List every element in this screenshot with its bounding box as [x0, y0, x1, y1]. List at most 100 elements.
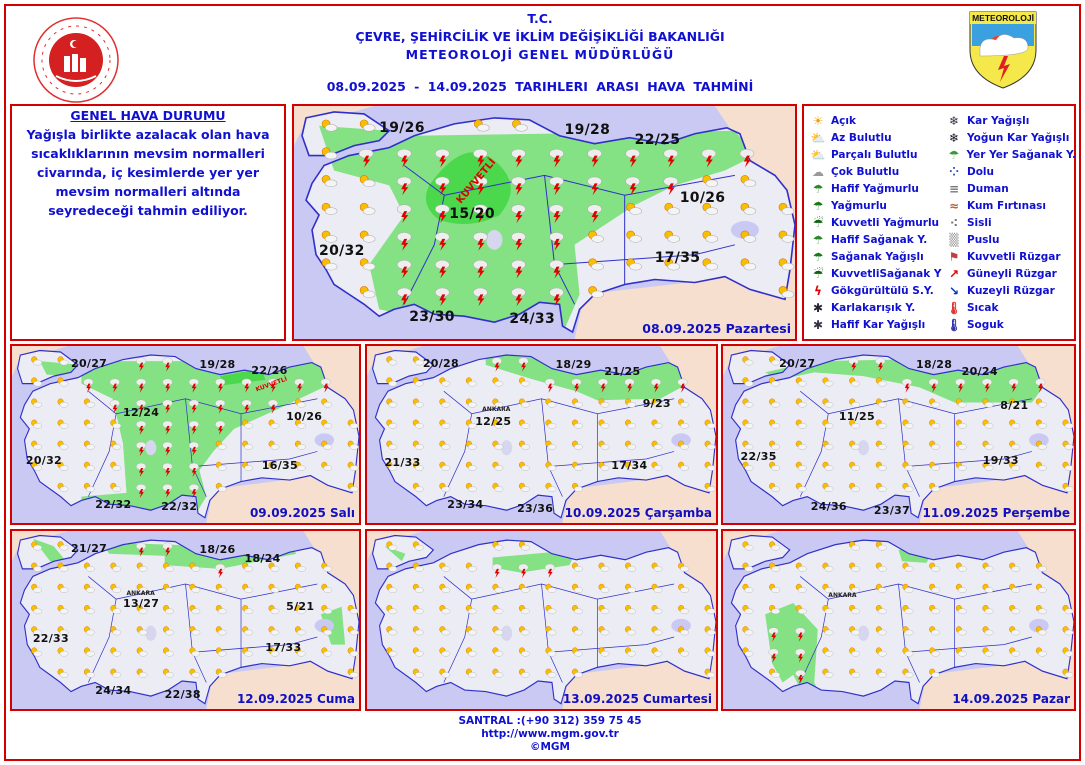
thunderstorm-icon — [165, 489, 171, 499]
cloud-icon — [627, 423, 636, 429]
cloud-icon — [59, 423, 69, 429]
temp-label: 10/26 — [679, 189, 726, 206]
thunderstorm-icon — [591, 155, 599, 168]
cloud-icon — [270, 587, 280, 593]
legend-label: Kuzeyli Rüzgar — [967, 284, 1055, 297]
cloud-icon — [851, 650, 861, 657]
cloud-icon — [349, 608, 359, 615]
map-canvas — [723, 346, 1074, 523]
lake-van — [1029, 618, 1049, 633]
cloud-icon — [414, 650, 424, 657]
cloud-icon — [797, 608, 807, 615]
legend-item: ϟ Gökgürültülü S.Y. — [810, 282, 946, 299]
cloud-icon — [771, 608, 781, 615]
legend-item: ⁖ Sisli — [946, 214, 1076, 231]
cloud-icon — [877, 486, 887, 492]
cloud-icon — [468, 629, 477, 636]
legend-label: Yağmurlu — [831, 199, 887, 212]
cloud-icon — [191, 629, 201, 636]
thunderstorm-icon — [439, 294, 447, 307]
cloud-icon — [414, 629, 424, 636]
cloud-icon — [494, 650, 504, 657]
legend-list: ☀ Açık ⛅ Az Bulutlu ⛅ Parçalı Bulutlu ☁ Çok Bul… — [810, 112, 1076, 333]
thunderstorm-icon — [401, 294, 409, 307]
cloud-icon — [297, 650, 306, 657]
thunderstorm-icon — [139, 446, 144, 456]
cloud-icon — [297, 423, 306, 429]
footer-url[interactable]: http://www.mgm.gov.tr — [481, 728, 619, 740]
cloud-icon — [59, 465, 69, 471]
hot-thermometer-icon: 🌡 — [946, 300, 962, 315]
cloud-icon — [547, 587, 557, 593]
legend-item: 🌡 Soguk — [946, 316, 1076, 333]
cloud-icon — [33, 465, 43, 471]
thunderstorm-icon — [931, 383, 937, 393]
cloud-icon — [414, 587, 424, 593]
cloud-icon — [547, 401, 557, 408]
cloud-icon — [244, 465, 253, 471]
cloud-icon — [824, 650, 834, 657]
cloud-icon — [441, 608, 451, 615]
cloud-icon — [1064, 486, 1074, 492]
cloud-icon — [521, 608, 530, 615]
map-day-3: 20/28 18/29 21/25 ANKARA 12/25 9/23 21/3… — [365, 344, 718, 525]
lake-tuz — [857, 625, 870, 641]
cloud-icon — [112, 444, 122, 450]
cloud-icon — [797, 380, 807, 387]
thunderstorm-icon — [139, 383, 144, 393]
cloud-icon — [270, 650, 280, 657]
cloud-icon — [521, 401, 530, 408]
thunderstorm-icon — [191, 404, 197, 414]
cloud-icon — [931, 587, 941, 593]
cloud-icon — [706, 672, 716, 678]
cloud-icon — [781, 290, 795, 299]
cloud-icon — [59, 444, 69, 450]
map-date: 13.09.2025 Cumartesi — [562, 692, 712, 706]
map-day-2: 20/27 19/28 22/26 12/24 10/26 20/32 16/3… — [10, 344, 361, 525]
thunderstorm-icon — [494, 568, 500, 578]
cloud-icon — [349, 423, 359, 429]
cloud-icon — [414, 566, 424, 572]
cloud-icon — [349, 444, 359, 450]
cloud-icon — [244, 608, 253, 615]
haze-icon: ▒ — [949, 232, 959, 247]
lake-van — [314, 433, 335, 447]
cloud-icon — [494, 608, 504, 615]
snow-icon: ❄ — [948, 113, 960, 128]
legend-item: ☔ Kuvvetli Yağmurlu — [810, 214, 946, 231]
cloud-icon — [600, 423, 610, 429]
thunderstorm-icon — [591, 211, 599, 223]
cloud-icon — [705, 262, 719, 271]
cloud-icon — [388, 444, 398, 450]
lake-tuz — [857, 440, 870, 456]
cloud-icon — [297, 587, 306, 593]
thunderstorm-icon — [521, 362, 527, 372]
map-canvas — [294, 106, 795, 339]
cloud-icon — [441, 401, 451, 408]
cloud-icon — [904, 608, 914, 615]
lake-tuz — [501, 625, 513, 641]
cloud-icon — [824, 587, 834, 593]
legend-item: ❄ Yoğun Kar Yağışlı — [946, 129, 1076, 146]
temp-label: 5/21 — [286, 600, 315, 614]
cloud-icon — [388, 566, 398, 572]
thunderstorm-icon — [477, 294, 485, 307]
cloud-icon — [957, 566, 967, 572]
legend-label: Dolu — [967, 165, 995, 178]
cloud-icon — [824, 423, 834, 429]
legend-item: ✱ Hafif Kar Yağışlı — [810, 316, 946, 333]
cloud-icon — [877, 566, 887, 572]
cloud-icon — [797, 566, 807, 572]
cloud-icon — [957, 423, 967, 429]
thunderstorm-icon — [515, 211, 523, 223]
cloud-icon — [191, 608, 201, 615]
cloud-icon — [574, 629, 583, 636]
cloud-icon — [112, 465, 122, 471]
map-date: 12.09.2025 Cuma — [236, 692, 355, 706]
cloud-icon — [33, 587, 43, 593]
cloud-icon — [904, 465, 914, 471]
cloud-icon — [667, 262, 681, 271]
cloud-icon — [591, 262, 604, 271]
legend-item: ≈ Kum Fırtınası — [946, 197, 1076, 214]
cloud-icon — [59, 629, 69, 636]
